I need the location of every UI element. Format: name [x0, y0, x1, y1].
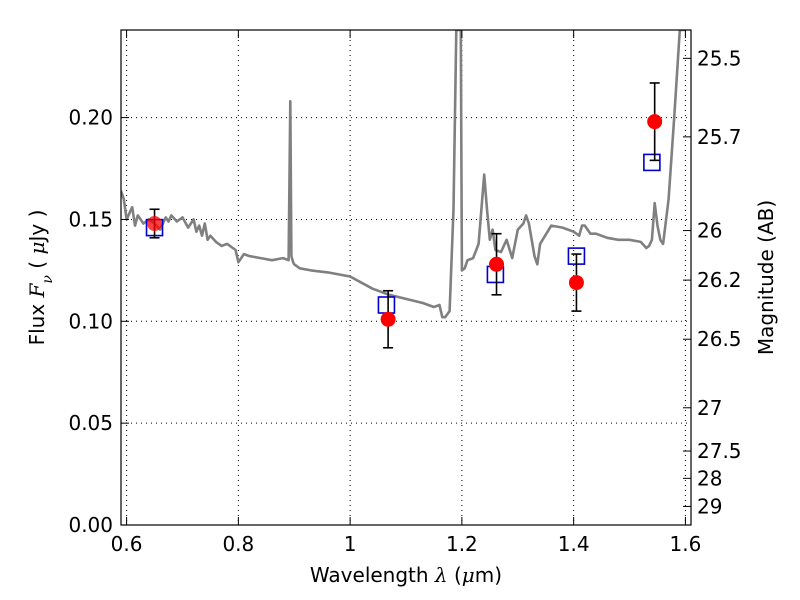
- x-axis: 0.6 0.8 1 1.2 1.4 1.6: [111, 30, 702, 556]
- y2-tick-label: 25.7: [697, 125, 742, 149]
- y2-tick-label: 26: [697, 219, 722, 243]
- observed-flux-point: [489, 256, 505, 272]
- series-layer: [121, 30, 686, 349]
- y-tick-label: 0.15: [68, 207, 113, 231]
- x-tick-label: 0.8: [222, 532, 254, 556]
- y2-tick-label: 26.5: [697, 327, 742, 351]
- y2-tick-label: 26.2: [697, 268, 742, 292]
- grid: [121, 30, 691, 525]
- y-tick-label: 0.10: [68, 309, 113, 333]
- y-axis-label: Flux Fν ( μJy ): [25, 210, 56, 346]
- model-square-marker: [377, 296, 396, 314]
- x-tick-label: 1.2: [446, 532, 478, 556]
- y-tick-label: 0.00: [68, 513, 113, 537]
- observed-flux-point: [568, 275, 584, 291]
- y2-tick-label: 27: [697, 396, 722, 420]
- spectrum-line: [121, 30, 686, 319]
- observed-flux-point: [380, 311, 396, 327]
- y2-axis: 25.5 25.7 26 26.2 26.5 27 27.5 28 29: [683, 46, 742, 518]
- y-tick-label: 0.20: [68, 106, 113, 130]
- x-tick-label: 0.6: [111, 532, 143, 556]
- y2-tick-label: 28: [697, 466, 722, 490]
- y2-tick-label: 27.5: [697, 439, 742, 463]
- y-axis: 0.00 0.05 0.10 0.15 0.20: [68, 106, 129, 537]
- x-tick-label: 1: [344, 532, 357, 556]
- model-square-marker: [643, 153, 661, 172]
- y2-tick-label: 29: [697, 494, 722, 518]
- y-tick-label: 0.05: [68, 411, 113, 435]
- y2-tick-label: 25.5: [697, 46, 742, 70]
- observed-flux-point: [147, 216, 163, 232]
- x-tick-label: 1.6: [670, 532, 702, 556]
- observed-flux-point: [647, 114, 663, 130]
- plot-frame: [120, 29, 692, 526]
- x-tick-label: 1.4: [558, 532, 590, 556]
- y2-axis-label: Magnitude (AB): [754, 200, 778, 355]
- x-axis-label: Wavelength λ (μm): [310, 563, 502, 587]
